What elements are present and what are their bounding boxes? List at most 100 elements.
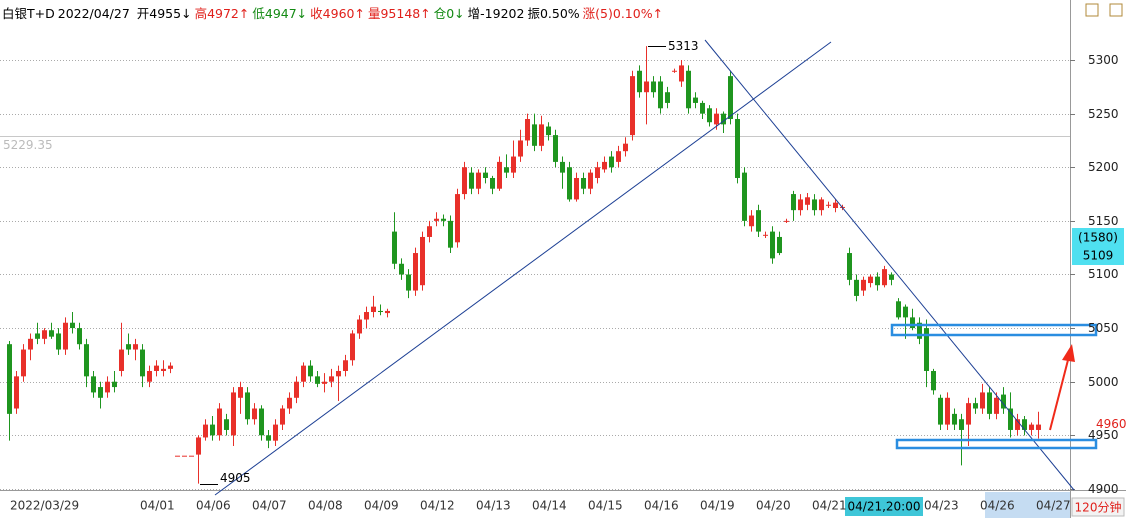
candle-body	[924, 328, 929, 371]
candle-body	[252, 408, 257, 420]
candle-body	[581, 177, 586, 189]
candle-body	[518, 140, 523, 157]
candle-body	[441, 218, 446, 221]
candle-body	[364, 312, 369, 320]
icon[interactable]	[1085, 3, 1099, 17]
candle-body	[742, 172, 747, 221]
candle-body	[903, 306, 908, 318]
candle-body	[308, 365, 313, 377]
candle-body	[700, 102, 705, 114]
last-price: 4960	[1096, 417, 1126, 431]
candle-body	[7, 344, 12, 414]
y-tick-label: 5200	[1088, 160, 1119, 174]
candle-body	[350, 333, 355, 361]
candle-body	[896, 301, 901, 318]
cursor-time-box	[845, 497, 923, 516]
candle-body	[189, 455, 194, 457]
stat: 振0.50%	[527, 6, 580, 21]
y-tick-label: 5300	[1088, 53, 1119, 67]
x-tick-label: 2022/03/29	[10, 499, 79, 513]
stat: 量95148↑	[367, 6, 431, 21]
x-tick-label: 04/06	[196, 499, 231, 513]
candle-body	[511, 156, 516, 173]
candle-body	[826, 204, 831, 206]
candle-body	[385, 310, 390, 314]
trend-line	[214, 41, 832, 496]
x-tick-label: 04/14	[532, 499, 567, 513]
period-label: 120分钟	[1075, 500, 1122, 515]
candle-body	[763, 234, 768, 236]
cursor-value: 5109	[1083, 249, 1114, 263]
candle-body	[1008, 408, 1013, 430]
candle-body	[399, 263, 404, 275]
candle-body	[532, 124, 537, 146]
candle-body	[651, 81, 656, 93]
candle-body	[889, 274, 894, 280]
cursor-count: (1580)	[1078, 231, 1118, 245]
grid	[0, 60, 1075, 490]
candle-body	[945, 397, 950, 425]
candle-body	[287, 397, 292, 409]
candle-body	[812, 199, 817, 211]
arrow	[1049, 359, 1069, 431]
y-tick-label: 4950	[1088, 428, 1119, 442]
candle-body	[413, 253, 418, 291]
candle-body	[49, 330, 54, 337]
candle-body	[21, 349, 26, 377]
cursor-time: 04/21,20:00	[848, 500, 921, 514]
candle-body	[567, 167, 572, 200]
candle-body	[679, 65, 684, 82]
candle-body	[623, 143, 628, 152]
candle-body	[952, 413, 957, 425]
icon[interactable]	[1109, 3, 1123, 17]
candle-body	[175, 455, 180, 457]
candle-body	[294, 381, 299, 398]
candle-body	[721, 113, 726, 125]
candle-body	[854, 279, 859, 296]
candle-body	[343, 360, 348, 371]
candle-body	[917, 322, 922, 339]
candle-body	[112, 381, 117, 388]
candle-body	[868, 276, 873, 284]
candle-body	[273, 424, 278, 441]
instrument: 白银T+D	[2, 6, 55, 21]
candle-body	[42, 330, 47, 339]
candle-body	[609, 156, 614, 168]
candle-body	[959, 419, 964, 430]
x-tick-label: 04/07	[252, 499, 287, 513]
stat: 涨(5)0.10%↑	[582, 6, 664, 21]
candle-body	[217, 408, 222, 436]
candle-body	[525, 119, 530, 141]
candle-body	[805, 197, 810, 205]
candle-body	[168, 365, 173, 369]
candle-body	[301, 365, 306, 382]
stat: 开4955↓	[136, 6, 192, 21]
x-tick-label: 04/12	[420, 499, 455, 513]
candle-body	[259, 408, 264, 436]
x-tick-label: 04/20	[756, 499, 791, 513]
candle-body	[938, 397, 943, 425]
candle-body	[154, 365, 159, 371]
candle-body	[798, 199, 803, 211]
x-tick-label: 04/23	[924, 499, 959, 513]
y-tick-label: 5100	[1088, 267, 1119, 281]
candle-body	[14, 376, 19, 409]
candle-body	[77, 328, 82, 345]
candle-body	[672, 70, 677, 72]
candle-body	[1022, 419, 1027, 430]
candle-body	[378, 310, 383, 313]
candle-body	[784, 220, 789, 222]
candle-body	[91, 376, 96, 393]
candle-body	[280, 408, 285, 425]
candle-body	[1015, 419, 1020, 430]
x-tick-label: 04/26	[980, 499, 1015, 513]
candle-body	[707, 108, 712, 123]
candle-body	[994, 397, 999, 414]
candle-body	[770, 231, 775, 259]
period-box	[1071, 497, 1125, 517]
candle-body	[455, 194, 460, 243]
drawings: (1580) 5109 120分钟	[214, 3, 1125, 518]
max-label: 5313	[668, 39, 699, 53]
y-tick-label: 5000	[1088, 375, 1119, 389]
